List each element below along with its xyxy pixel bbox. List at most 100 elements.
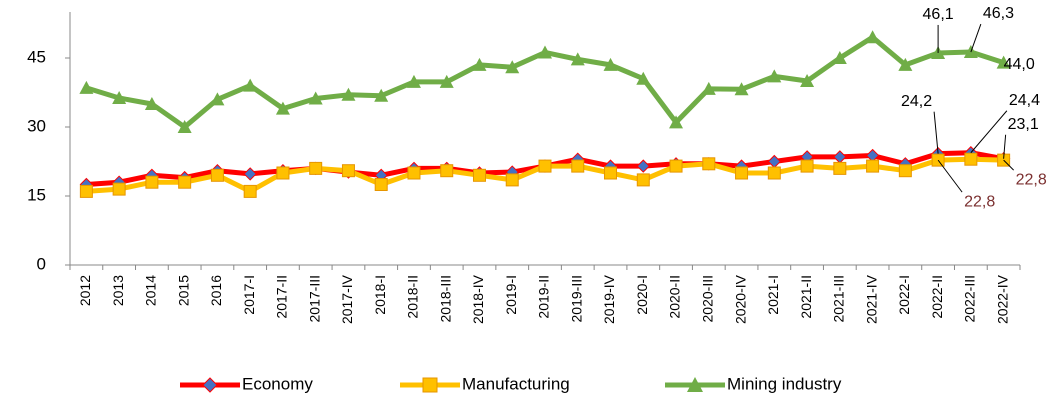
data-point bbox=[669, 115, 684, 129]
data-point bbox=[374, 178, 388, 191]
data-point bbox=[145, 175, 159, 189]
data-point bbox=[538, 45, 552, 59]
x-tick-label: 2018-III bbox=[437, 275, 453, 322]
data-point bbox=[734, 82, 749, 96]
x-tick-label: 2020-II bbox=[667, 275, 683, 319]
x-tick-label: 2022-III bbox=[962, 275, 978, 322]
data-point bbox=[636, 71, 651, 85]
legend-label: Manufacturing bbox=[462, 374, 570, 393]
x-tick-label: 2017-II bbox=[274, 275, 290, 319]
legend-marker bbox=[202, 377, 218, 393]
data-point bbox=[374, 88, 389, 102]
x-tick-label: 2017-III bbox=[306, 275, 322, 322]
data-point bbox=[571, 159, 585, 173]
data-point bbox=[275, 101, 290, 115]
data-point bbox=[472, 57, 487, 71]
data-point bbox=[898, 57, 913, 71]
x-tick-label: 2018-IV bbox=[470, 274, 486, 324]
leader-line bbox=[933, 111, 939, 154]
data-point bbox=[996, 55, 1011, 69]
x-tick-label: 2015 bbox=[175, 275, 191, 306]
legend-label: Economy bbox=[242, 374, 313, 393]
data-point bbox=[276, 166, 290, 180]
data-point bbox=[669, 159, 683, 173]
x-tick-label: 2020-IV bbox=[732, 274, 748, 324]
legend-marker bbox=[687, 377, 703, 392]
leader-line bbox=[1003, 134, 1007, 159]
data-label: 22,8 bbox=[964, 193, 995, 210]
data-point bbox=[735, 166, 749, 180]
data-label: 44,0 bbox=[1004, 56, 1035, 73]
data-point bbox=[833, 150, 847, 164]
data-point bbox=[112, 182, 126, 196]
data-point bbox=[800, 159, 814, 173]
x-tick-label: 2021-II bbox=[798, 275, 814, 319]
data-point bbox=[866, 159, 880, 173]
x-tick-label: 2012 bbox=[77, 275, 93, 306]
data-point bbox=[341, 164, 355, 178]
x-tick-label: 2021-III bbox=[831, 275, 847, 322]
x-tick-label: 2020-I bbox=[634, 275, 650, 315]
data-point bbox=[603, 57, 618, 71]
data-point bbox=[538, 159, 552, 173]
data-point bbox=[833, 161, 847, 175]
data-point bbox=[210, 168, 224, 182]
data-label: 46,1 bbox=[923, 6, 954, 23]
data-point bbox=[309, 161, 323, 175]
x-tick-label: 2019-III bbox=[568, 275, 584, 322]
data-point bbox=[702, 157, 716, 171]
data-point bbox=[178, 175, 192, 189]
x-tick-label: 2019-I bbox=[503, 275, 519, 315]
data-point bbox=[472, 168, 486, 182]
data-point bbox=[406, 74, 421, 88]
leader-line bbox=[1003, 159, 1014, 171]
data-label: 23,1 bbox=[1008, 116, 1039, 133]
data-label: 24,4 bbox=[1009, 92, 1040, 109]
leader-line bbox=[970, 23, 982, 53]
data-label: 46,3 bbox=[983, 5, 1014, 22]
data-point bbox=[308, 91, 323, 105]
data-point bbox=[767, 69, 782, 83]
data-point bbox=[439, 74, 454, 88]
data-point bbox=[767, 166, 781, 180]
data-point bbox=[604, 166, 618, 180]
data-point bbox=[636, 173, 650, 187]
x-tick-label: 2022-II bbox=[929, 275, 945, 319]
x-tick-label: 2017-IV bbox=[339, 274, 355, 324]
x-tick-label: 2016 bbox=[208, 275, 224, 306]
x-tick-label: 2018-I bbox=[372, 275, 388, 315]
data-point bbox=[243, 184, 257, 198]
data-point bbox=[964, 152, 978, 166]
data-label: 24,2 bbox=[901, 93, 932, 110]
x-tick-label: 2019-II bbox=[536, 275, 552, 319]
legend-label: Mining industry bbox=[727, 374, 842, 393]
data-point bbox=[112, 91, 127, 105]
data-point bbox=[177, 120, 192, 133]
data-point bbox=[832, 51, 847, 64]
x-tick-label: 2013 bbox=[110, 275, 126, 306]
x-tick-label: 2018-II bbox=[405, 275, 421, 319]
data-point bbox=[505, 173, 519, 187]
x-tick-label: 2017-I bbox=[241, 275, 257, 315]
y-tick-label: 45 bbox=[27, 47, 46, 66]
leader-line bbox=[937, 159, 963, 193]
y-tick-label: 30 bbox=[27, 116, 46, 135]
data-label: 22,8 bbox=[1016, 171, 1047, 188]
data-point bbox=[865, 30, 880, 44]
data-point bbox=[636, 159, 650, 173]
x-tick-label: 2019-IV bbox=[601, 274, 617, 324]
data-point bbox=[570, 52, 585, 66]
data-point bbox=[505, 60, 520, 74]
data-point bbox=[79, 184, 93, 198]
data-point bbox=[898, 164, 912, 178]
x-tick-label: 2014 bbox=[143, 275, 159, 306]
leader-line bbox=[970, 110, 1008, 154]
data-point bbox=[79, 80, 94, 94]
data-point bbox=[440, 164, 454, 178]
x-tick-label: 2022-I bbox=[896, 275, 912, 315]
data-point bbox=[210, 92, 225, 106]
data-point bbox=[243, 78, 258, 92]
data-point bbox=[407, 166, 421, 180]
legend-marker bbox=[422, 377, 438, 393]
